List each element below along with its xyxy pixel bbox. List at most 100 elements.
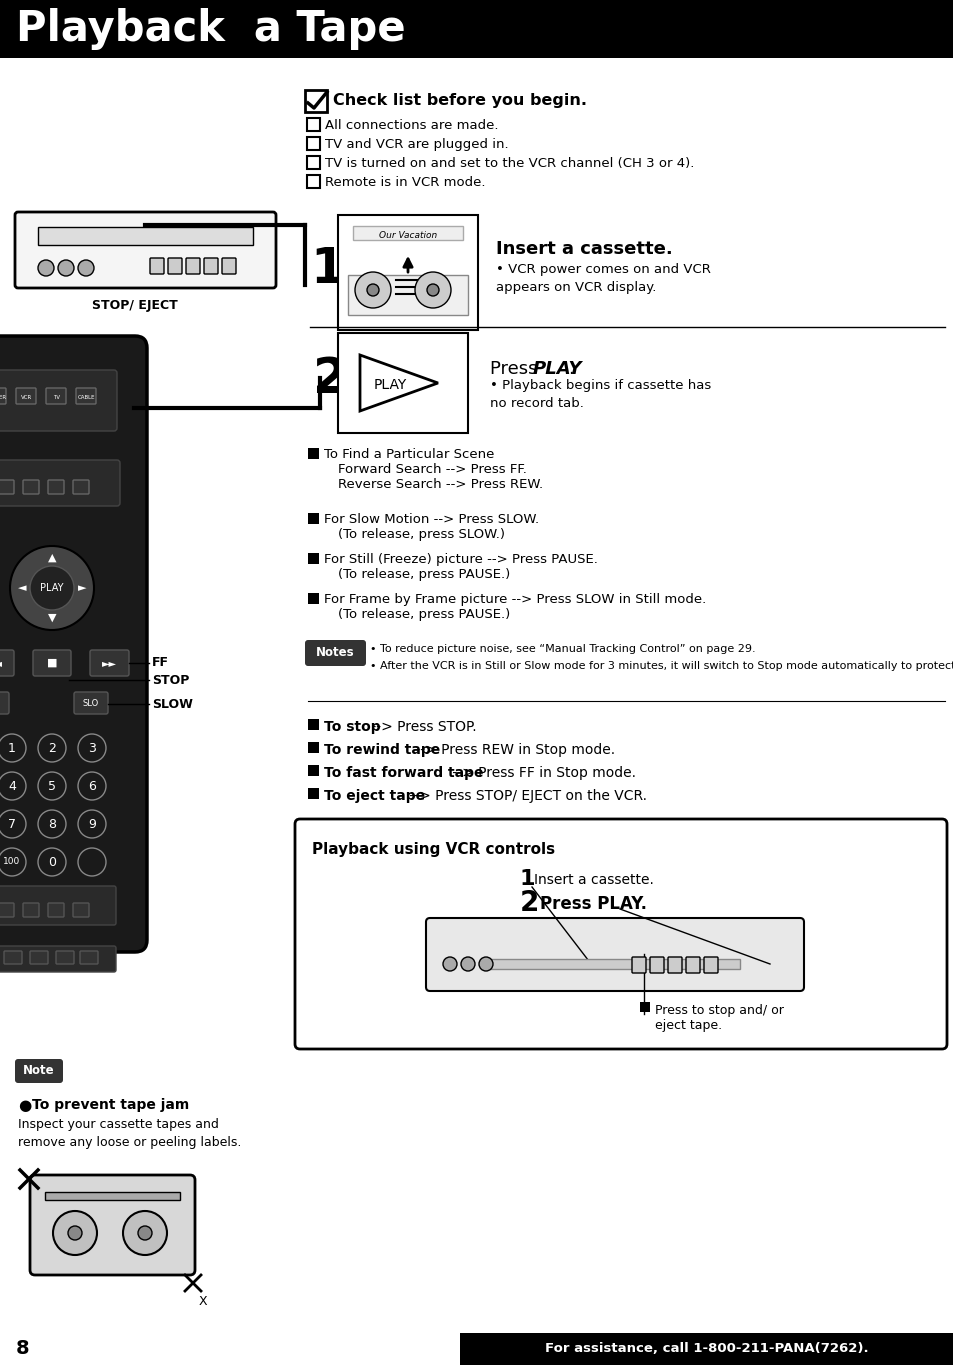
FancyBboxPatch shape [4, 951, 22, 964]
Text: • To reduce picture noise, see “Manual Tracking Control” on page 29.: • To reduce picture noise, see “Manual T… [370, 644, 755, 654]
Bar [337, 333, 468, 433]
Text: Forward Search --> Press FF.: Forward Search --> Press FF. [337, 463, 526, 476]
Text: Note: Note [23, 1065, 54, 1077]
Text: Check list before you begin.: Check list before you begin. [333, 93, 586, 108]
Circle shape [78, 734, 106, 762]
FancyBboxPatch shape [0, 650, 14, 676]
Text: Press: Press [490, 360, 542, 378]
Bar [307, 136, 319, 150]
Text: To Find a Particular Scene: To Find a Particular Scene [324, 448, 494, 461]
Bar [459, 1334, 953, 1365]
FancyBboxPatch shape [0, 946, 116, 972]
Text: To stop: To stop [324, 719, 380, 734]
Text: • Playback begins if cassette has
no record tab.: • Playback begins if cassette has no rec… [490, 379, 711, 410]
FancyBboxPatch shape [204, 258, 218, 274]
Bar [353, 227, 462, 240]
Bar [639, 1002, 649, 1011]
FancyBboxPatch shape [30, 1175, 194, 1275]
Text: --> Press STOP/ EJECT on the VCR.: --> Press STOP/ EJECT on the VCR. [404, 789, 646, 803]
Text: 7: 7 [8, 818, 16, 830]
Text: Inspect your cassette tapes and
remove any loose or peeling labels.: Inspect your cassette tapes and remove a… [18, 1118, 241, 1149]
FancyBboxPatch shape [0, 904, 14, 917]
FancyBboxPatch shape [15, 1059, 63, 1082]
Circle shape [0, 848, 26, 876]
Text: All connections are made.: All connections are made. [325, 119, 498, 132]
Circle shape [0, 809, 26, 838]
Circle shape [30, 566, 74, 610]
Text: Playback  a Tape: Playback a Tape [16, 8, 405, 51]
Text: X: X [199, 1295, 208, 1308]
FancyBboxPatch shape [73, 904, 89, 917]
FancyBboxPatch shape [631, 957, 645, 973]
Circle shape [10, 546, 94, 631]
FancyBboxPatch shape [426, 919, 803, 991]
FancyBboxPatch shape [23, 480, 39, 494]
Text: STOP: STOP [152, 673, 190, 687]
Bar [308, 743, 318, 753]
Text: --> Press FF in Stop mode.: --> Press FF in Stop mode. [448, 766, 636, 779]
Text: To fast forward tape: To fast forward tape [324, 766, 483, 779]
FancyBboxPatch shape [46, 388, 66, 404]
Circle shape [38, 848, 66, 876]
Bar [305, 90, 327, 112]
Text: TV: TV [53, 394, 60, 400]
Text: --> Press REW in Stop mode.: --> Press REW in Stop mode. [411, 743, 615, 758]
FancyBboxPatch shape [80, 951, 98, 964]
Circle shape [460, 957, 475, 971]
Text: PLAY: PLAY [533, 360, 582, 378]
Bar [490, 960, 740, 969]
Bar [308, 553, 318, 564]
Text: 2: 2 [313, 355, 348, 403]
Text: ◄: ◄ [18, 583, 27, 592]
Circle shape [478, 957, 493, 971]
Circle shape [58, 259, 74, 276]
Circle shape [355, 272, 391, 308]
Bar [308, 719, 318, 730]
FancyBboxPatch shape [294, 819, 946, 1048]
Text: ▼: ▼ [48, 613, 56, 622]
Text: Playback using VCR controls: Playback using VCR controls [312, 842, 555, 857]
FancyBboxPatch shape [15, 212, 275, 288]
Text: 3: 3 [88, 741, 96, 755]
Text: For assistance, call 1-800-211-PANA(7262).: For assistance, call 1-800-211-PANA(7262… [544, 1343, 868, 1355]
Circle shape [38, 259, 54, 276]
Text: 2: 2 [519, 889, 538, 917]
Text: Press to stop and/ or
eject tape.: Press to stop and/ or eject tape. [655, 1005, 783, 1032]
Text: (To release, press PAUSE.): (To release, press PAUSE.) [337, 607, 510, 621]
Text: Insert a cassette.: Insert a cassette. [496, 240, 672, 258]
Circle shape [53, 1211, 97, 1254]
Text: ►►: ►► [101, 658, 116, 667]
FancyBboxPatch shape [0, 480, 14, 494]
Text: For Frame by Frame picture --> Press SLOW in Still mode.: For Frame by Frame picture --> Press SLO… [324, 592, 705, 606]
FancyBboxPatch shape [0, 460, 120, 506]
Text: To prevent tape jam: To prevent tape jam [32, 1097, 189, 1112]
Text: SLO: SLO [83, 699, 99, 708]
Text: Notes: Notes [315, 647, 354, 659]
Text: POWER: POWER [0, 394, 7, 400]
Text: SLOW: SLOW [152, 698, 193, 711]
Text: 1: 1 [8, 741, 16, 755]
Bar [337, 216, 477, 330]
Text: 9: 9 [88, 818, 96, 830]
FancyBboxPatch shape [0, 336, 147, 951]
Text: ◄◄: ◄◄ [0, 658, 3, 667]
Circle shape [78, 848, 106, 876]
Circle shape [38, 773, 66, 800]
Text: • After the VCR is in Still or Slow mode for 3 minutes, it will switch to Stop m: • After the VCR is in Still or Slow mode… [370, 661, 953, 672]
Bar [348, 274, 468, 315]
Text: STOP/ EJECT: STOP/ EJECT [92, 299, 177, 313]
Text: 0: 0 [48, 856, 56, 868]
FancyBboxPatch shape [30, 951, 48, 964]
Text: TV is turned on and set to the VCR channel (CH 3 or 4).: TV is turned on and set to the VCR chann… [325, 157, 694, 171]
FancyBboxPatch shape [168, 258, 182, 274]
Text: ▲: ▲ [48, 553, 56, 562]
FancyBboxPatch shape [23, 904, 39, 917]
Circle shape [68, 1226, 82, 1239]
FancyBboxPatch shape [73, 480, 89, 494]
FancyBboxPatch shape [90, 650, 129, 676]
Text: • VCR power comes on and VCR
appears on VCR display.: • VCR power comes on and VCR appears on … [496, 263, 710, 293]
Text: Insert a cassette.: Insert a cassette. [534, 874, 653, 887]
FancyBboxPatch shape [16, 388, 36, 404]
Text: To rewind tape: To rewind tape [324, 743, 439, 758]
Circle shape [367, 284, 378, 296]
